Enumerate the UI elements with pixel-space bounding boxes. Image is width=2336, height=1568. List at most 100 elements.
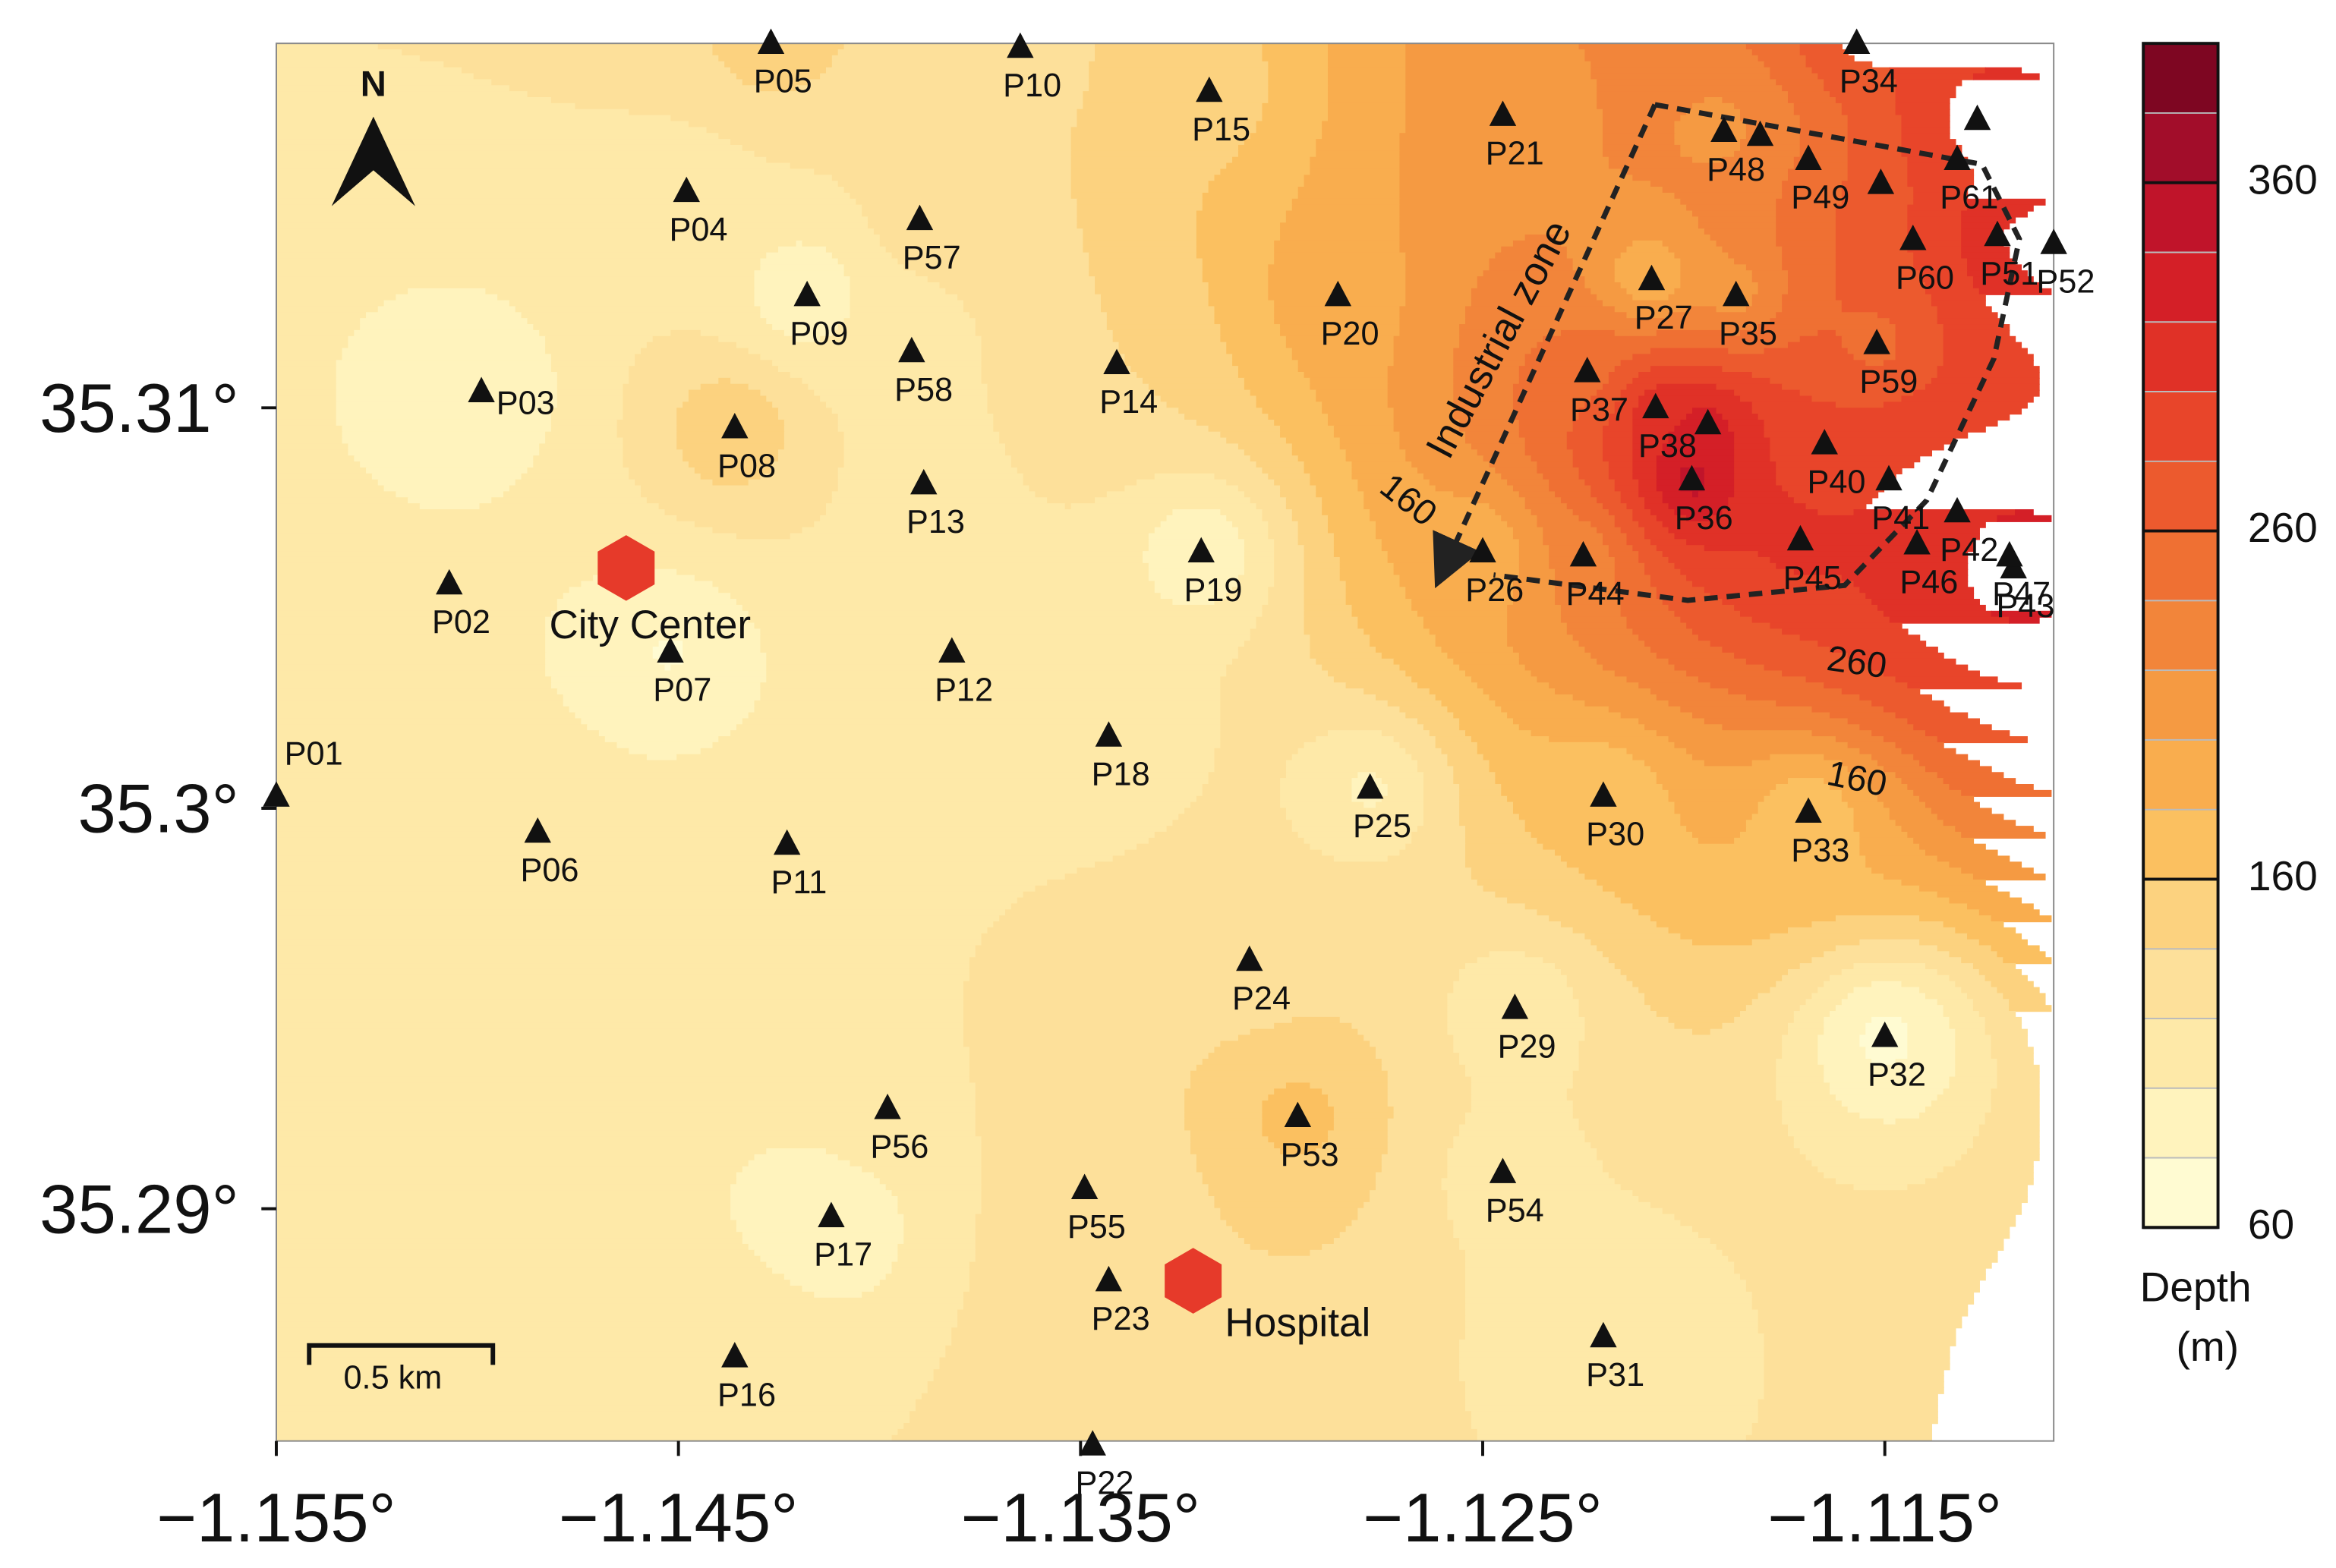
depth-cell (348, 443, 541, 451)
depth-cell (1220, 329, 1281, 337)
depth-cell (1196, 252, 1275, 260)
depth-cell (1751, 49, 1801, 57)
depth-cell (1381, 1064, 1467, 1072)
depth-cell (843, 270, 917, 278)
depth-cell (1865, 1047, 1909, 1054)
colorbar-band (2143, 1018, 2218, 1089)
depth-cell (276, 652, 547, 660)
depth-cell (1423, 724, 1461, 732)
depth-cell (1136, 479, 1228, 486)
depth-cell (276, 849, 1126, 857)
depth-cell (348, 335, 547, 343)
depth-cell (276, 67, 463, 74)
depth-cell (1751, 270, 1789, 278)
depth-cell (1603, 121, 1676, 128)
depth-cell (1811, 957, 1962, 965)
depth-cell (670, 329, 701, 337)
depth-cell (276, 933, 982, 940)
depth-cell (1399, 849, 1467, 857)
depth-cell (1310, 641, 1371, 648)
depth-cell (981, 377, 1144, 385)
depth-cell (1584, 874, 1885, 881)
depth-cell (1555, 599, 1622, 606)
depth-cell (1495, 700, 1586, 707)
depth-cell (276, 670, 547, 678)
depth-cell (975, 1106, 1186, 1114)
depth-cell (1913, 192, 1969, 200)
depth-cell (730, 377, 803, 385)
depth-cell (1817, 509, 1855, 517)
depth-cell (1632, 754, 1694, 761)
depth-cell (1835, 945, 1938, 952)
depth-cell (1405, 712, 1455, 719)
depth-cell (1991, 945, 2040, 952)
depth-cell (1501, 246, 1568, 253)
depth-cell (1674, 192, 1783, 200)
depth-cell (1441, 748, 1478, 755)
depth-cell (1524, 449, 1574, 457)
depth-cell (1566, 1088, 1777, 1096)
depth-cell (342, 348, 547, 355)
depth-cell (1310, 1249, 1467, 1257)
depth-cell (377, 306, 516, 313)
depth-cell (1387, 377, 1455, 385)
depth-cell (276, 1339, 953, 1346)
depth-cell (1387, 1142, 1455, 1150)
depth-cell (276, 867, 1078, 875)
depth-cell (1501, 789, 1669, 797)
depth-cell (1847, 652, 1944, 660)
depth-cell (629, 748, 701, 755)
depth-cell (1459, 814, 1521, 821)
depth-cell (1943, 335, 2016, 343)
depth-cell (1614, 670, 1688, 678)
depth-cell (1740, 1274, 1986, 1281)
depth-cell (1190, 1082, 1288, 1090)
depth-cell (1512, 389, 1598, 397)
depth-cell (616, 431, 678, 439)
depth-cell (1339, 568, 1395, 576)
depth-cell (556, 383, 624, 391)
depth-cell (1997, 515, 2052, 522)
depth-cell (1674, 252, 1729, 260)
depth-cell (1256, 395, 1317, 403)
station (757, 28, 785, 54)
depth-cell (1244, 491, 1281, 499)
depth-cell (1734, 461, 1777, 469)
depth-cell (1250, 389, 1317, 397)
depth-cell (850, 306, 965, 313)
depth-cell (1333, 1238, 1461, 1245)
depth-cell (760, 389, 815, 397)
depth-cell (1304, 568, 1341, 576)
depth-cell (1734, 431, 1765, 439)
depth-cell (1686, 515, 1711, 522)
depth-cell (276, 1274, 786, 1281)
north-label: N (361, 65, 386, 105)
depth-cell (1035, 491, 1108, 499)
depth-cell (1895, 324, 1944, 332)
depth-cell (1214, 312, 1275, 320)
depth-cell (987, 927, 1574, 934)
depth-cell (1280, 228, 1401, 236)
station (1007, 32, 1034, 58)
depth-cell (539, 449, 624, 457)
depth-cell (1447, 1190, 1634, 1198)
depth-cell (1584, 49, 1753, 57)
depth-cell (1787, 97, 1837, 105)
depth-cell (1453, 1232, 1700, 1239)
depth-cell (1477, 682, 1550, 690)
depth-cell (1859, 831, 1909, 839)
depth-cell (623, 449, 684, 457)
depth-cell (629, 372, 791, 379)
depth-cell (1782, 187, 1843, 194)
depth-cell (1291, 515, 1329, 522)
depth-cell (766, 658, 1234, 666)
colorbar-frame (2142, 42, 2220, 1230)
depth-cell (1297, 527, 1329, 534)
depth-cell (1674, 741, 1849, 749)
colorbar-band (2143, 182, 2218, 253)
depth-cell (975, 324, 1108, 332)
depth-cell (868, 222, 1078, 230)
depth-cell (1668, 658, 1748, 666)
depth-cell (1776, 198, 1843, 206)
depth-cell (1907, 831, 1962, 839)
